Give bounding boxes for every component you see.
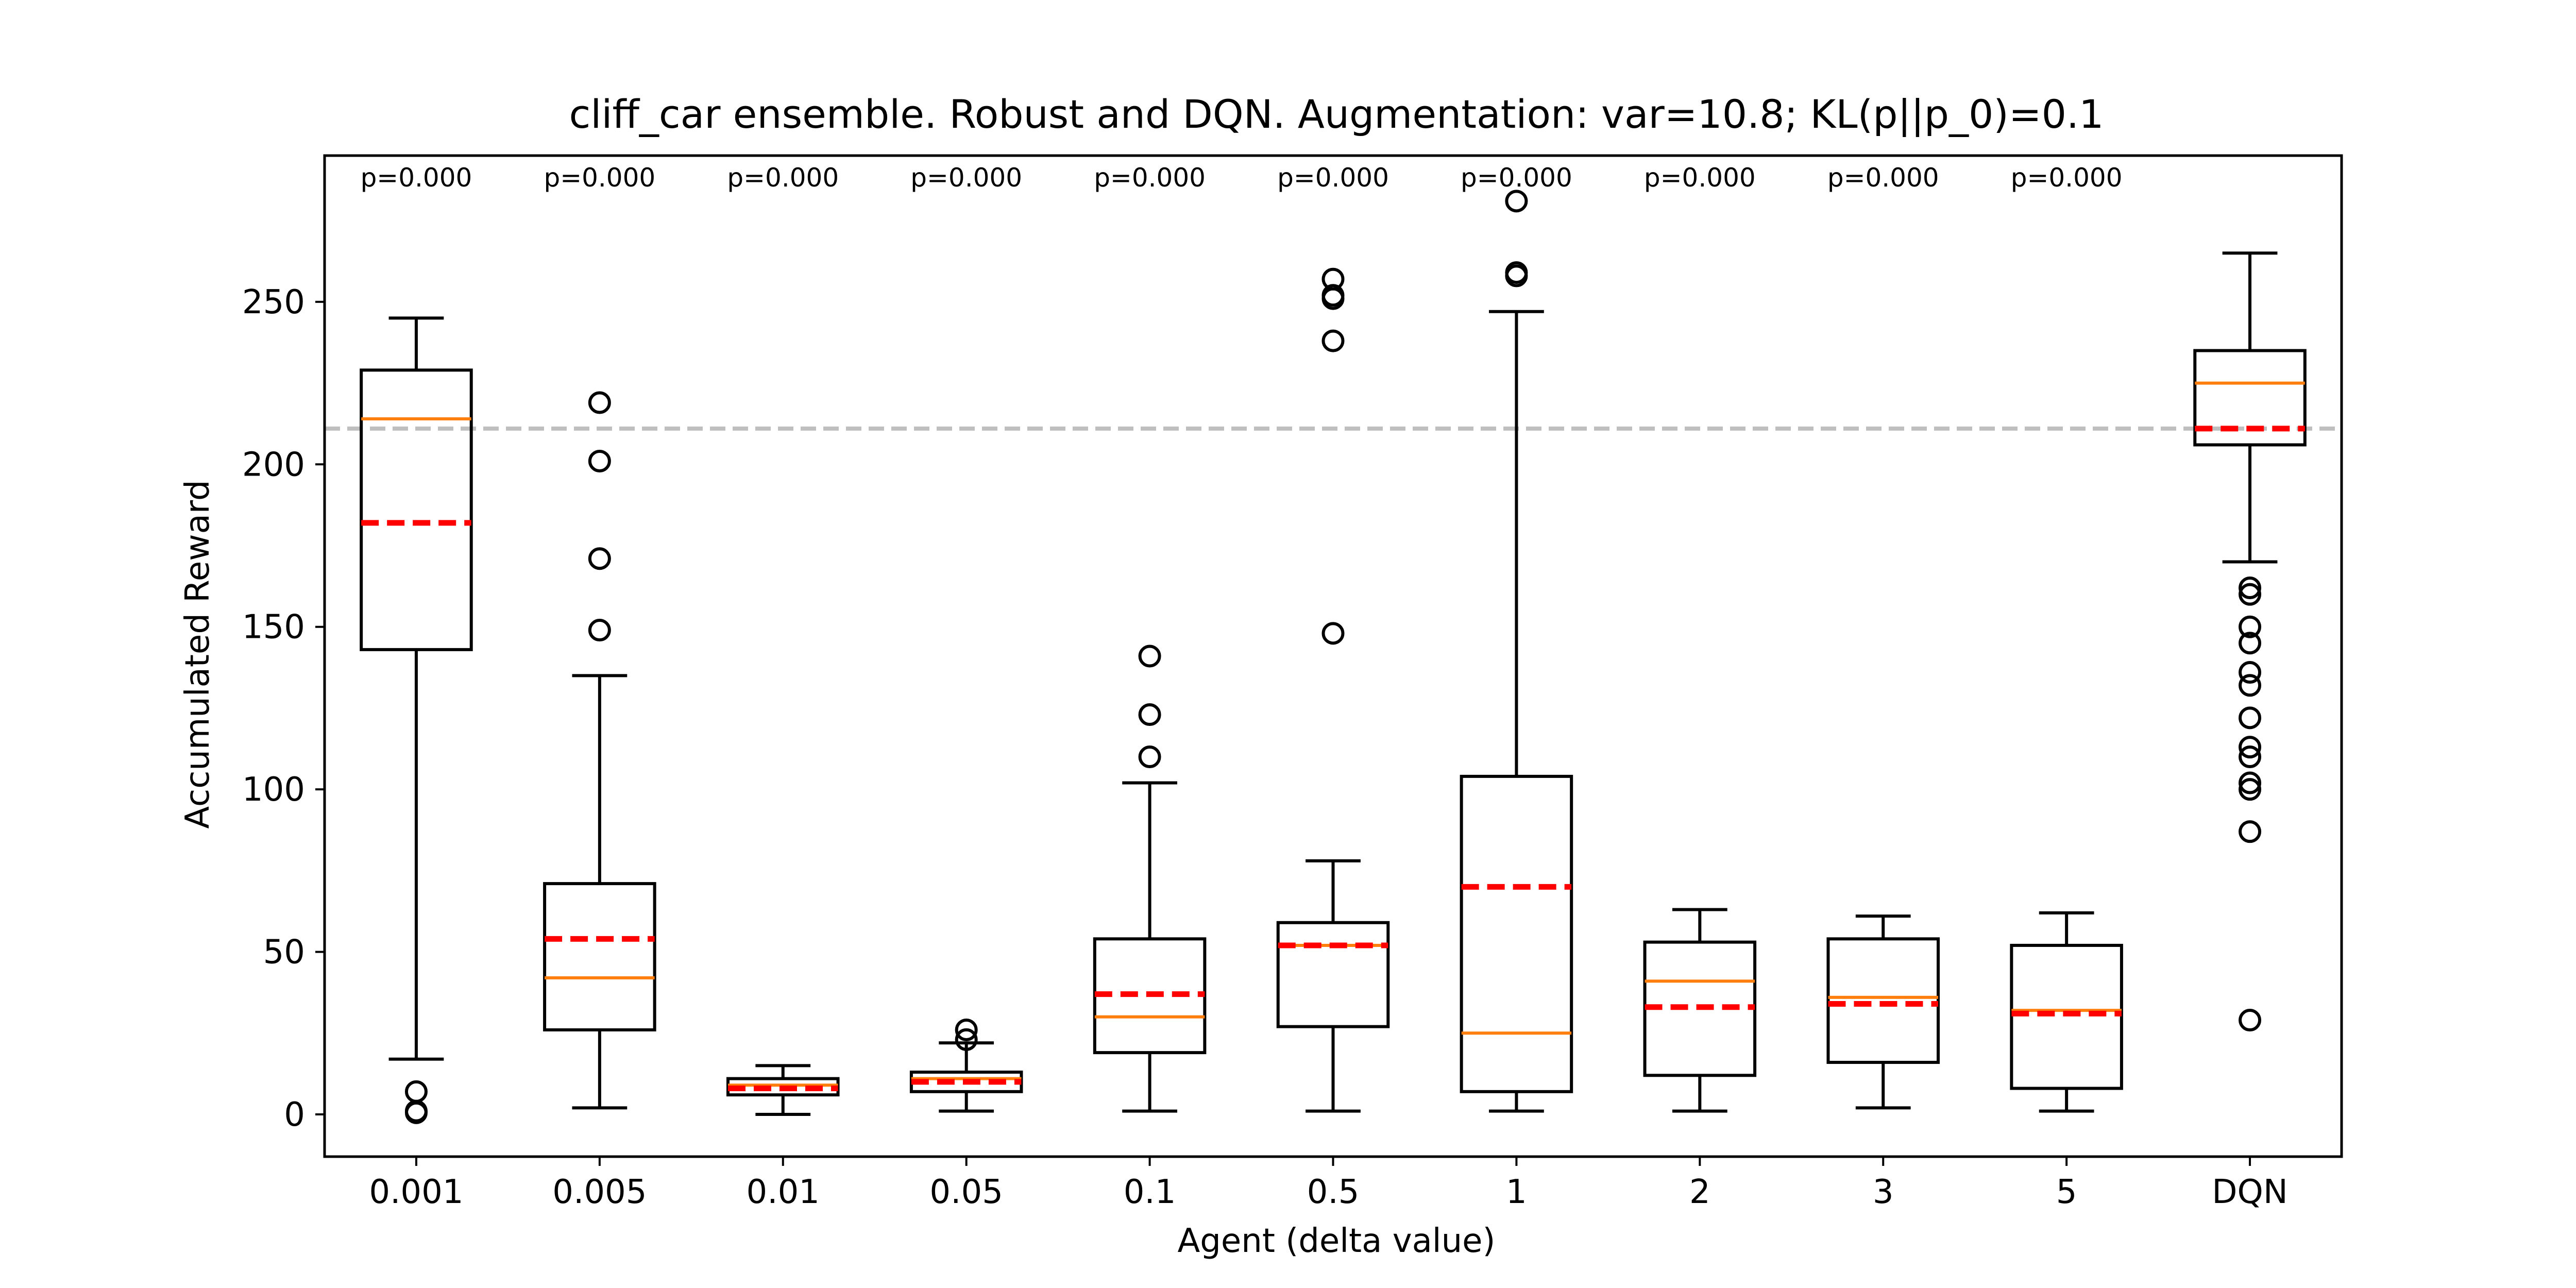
box [543,882,656,1031]
boxes-layer [360,190,2307,1124]
x-tick-label: DQN [2212,1173,2288,1211]
x-tick-label: 0.1 [1124,1173,1176,1211]
box-group [2010,911,2123,1113]
outlier-point [1321,622,1345,645]
outlier-point [404,1101,428,1124]
x-tick-label: 0.05 [929,1173,1003,1211]
box-group [1276,267,1390,1113]
outlier-point [2239,577,2262,600]
outlier-point [588,547,611,570]
outlier-point [2239,820,2262,843]
outlier-point [588,391,611,414]
x-tick-label: 5 [2056,1173,2077,1211]
outlier-point [1505,190,1528,213]
outlier-point [2239,745,2262,769]
p-value-label: p=0.000 [361,163,472,193]
outlier-point [2239,674,2262,697]
y-tick-label: 150 [242,608,305,647]
outlier-point [1321,284,1345,307]
outlier-point [1321,329,1345,352]
x-tick-label: 0.005 [552,1173,647,1211]
labels-layer: p=0.000 0.001 p=0.000 0.005 p=0.000 0.01 p=0.0… [242,163,2288,1211]
outlier-point [2239,771,2262,794]
box-group [1643,908,1757,1113]
x-axis-label: Agent (delta value) [1178,1222,1496,1260]
x-tick-label: 0.01 [747,1173,820,1211]
outlier-point [2239,615,2262,638]
outlier-point [955,1028,978,1051]
x-tick-label: 2 [1689,1173,1710,1211]
box-group [1460,190,1573,1113]
box-group [1093,645,1207,1113]
outlier-point [1138,703,1161,726]
p-value-label: p=0.000 [2011,163,2123,193]
p-value-label: p=0.000 [1644,163,1756,193]
box [1826,937,1940,1064]
outlier-point [1138,645,1161,668]
x-tick-label: 1 [1506,1173,1527,1211]
box-group [1826,914,1940,1110]
outlier-point [955,1018,978,1041]
box [2193,349,2307,447]
y-tick-label: 250 [242,283,305,321]
box-group [726,1064,840,1116]
y-tick-label: 200 [242,446,305,484]
outlier-point [2239,778,2262,801]
p-value-label: p=0.000 [1277,163,1389,193]
plot-frame [323,154,2343,1158]
x-tick-label: 0.5 [1307,1173,1360,1211]
y-tick-label: 0 [284,1096,305,1134]
box [1460,774,1573,1093]
outlier-point [2239,1009,2262,1032]
outlier-point [588,449,611,472]
box-group [2193,251,2307,1032]
outlier-point [1138,745,1161,769]
p-value-label: p=0.000 [1461,163,1572,193]
box [360,368,473,651]
outlier-point [588,619,611,642]
axes-layer [315,154,2343,1166]
x-tick-label: 0.001 [369,1173,463,1211]
y-tick-label: 100 [242,771,305,809]
p-value-label: p=0.000 [727,163,839,193]
outlier-point [2239,706,2262,730]
box [2010,943,2123,1090]
p-value-label: p=0.000 [1094,163,1206,193]
outlier-point [2239,583,2262,606]
outlier-point [1321,267,1345,291]
box-group [543,391,656,1110]
outlier-point [1505,261,1528,284]
y-tick-label: 50 [263,934,305,972]
box-group [360,316,473,1124]
box [1276,921,1390,1028]
box-group [909,1018,1023,1113]
p-value-label: p=0.000 [1827,163,1939,193]
outlier-point [2239,736,2262,759]
p-value-label: p=0.000 [910,163,1022,193]
x-tick-label: 3 [1873,1173,1894,1211]
y-axis-label: Accumulated Reward [179,480,217,828]
chart-title: cliff_car ensemble. Robust and DQN. Augm… [569,91,2104,138]
outlier-point [2239,632,2262,655]
p-value-label: p=0.000 [544,163,655,193]
outlier-point [2239,661,2262,684]
